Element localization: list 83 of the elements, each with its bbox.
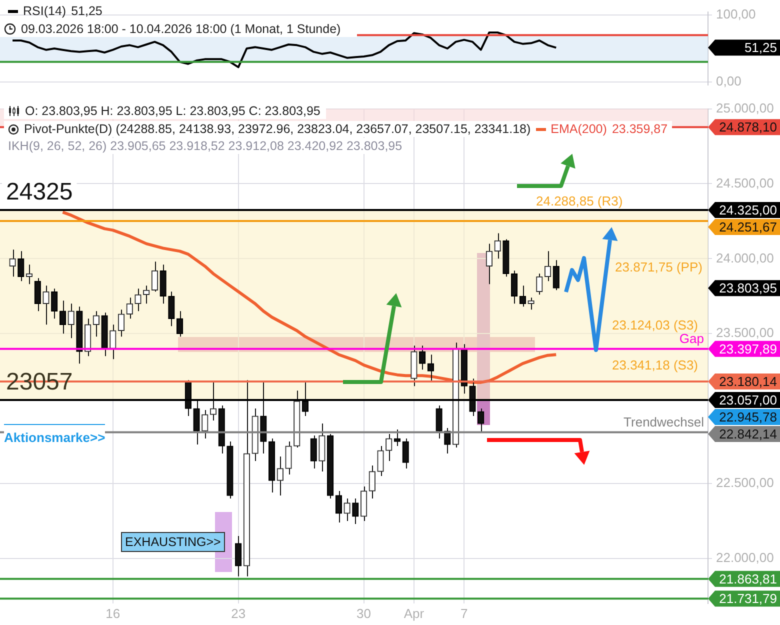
candlestick bbox=[335, 490, 342, 523]
candlestick bbox=[344, 498, 350, 522]
candlestick bbox=[510, 270, 518, 304]
ref-line-label: 24.878,10 bbox=[719, 120, 777, 135]
ref-line-label: 23.180,14 bbox=[719, 374, 777, 390]
annotation: Aktionsmarke>> bbox=[4, 424, 106, 445]
text: 22.945,78 bbox=[719, 410, 777, 425]
annotation: 24.288,85 (R3) bbox=[536, 194, 623, 209]
candlestick bbox=[34, 278, 41, 312]
candlestick bbox=[276, 456, 284, 496]
ref-line-label: 23.397,89 bbox=[719, 342, 777, 356]
y-tick-label: 24.000,00 bbox=[716, 250, 774, 266]
ref-line-label: 24.325,00 bbox=[719, 202, 777, 218]
candlestick bbox=[494, 232, 501, 260]
candlestick bbox=[418, 345, 426, 370]
candlestick bbox=[402, 438, 409, 470]
annotation: 51,25 bbox=[71, 3, 102, 19]
x-tick-label: Apr bbox=[404, 606, 425, 621]
ref-line-label: 21.863,81 bbox=[719, 571, 777, 586]
candlestick bbox=[143, 285, 150, 304]
x-tick-label: 30 bbox=[356, 606, 372, 621]
text: 23.124,03 (S3) bbox=[612, 318, 698, 333]
candlestick bbox=[51, 288, 58, 320]
text: 23.803,95 bbox=[719, 280, 777, 296]
candlestick bbox=[386, 434, 392, 462]
candlestick bbox=[427, 354, 434, 382]
annotation: 09.03.2026 18:00 - 10.04.2026 18:00 (1 Monat, 1 Stunde) bbox=[21, 21, 341, 37]
candlestick bbox=[68, 303, 74, 339]
candlestick bbox=[536, 273, 543, 296]
y-tick-label: 22.500,00 bbox=[716, 475, 774, 490]
y-tick-label: 25.000,00 bbox=[716, 100, 774, 116]
candlestick bbox=[134, 288, 142, 312]
ref-line-label: 24.251,67 bbox=[719, 220, 777, 235]
candlestick bbox=[59, 300, 66, 334]
ref-line-label: 23.057,00 bbox=[719, 392, 777, 408]
annotation: Trendwechsel bbox=[624, 414, 704, 430]
candlestick bbox=[528, 297, 534, 310]
legend-label: EMA(200) bbox=[550, 121, 607, 137]
y-tick-label: 22.000,00 bbox=[716, 550, 774, 566]
y-tick-label: 0,00 bbox=[716, 73, 742, 88]
candlestick bbox=[110, 324, 116, 360]
candlestick bbox=[310, 435, 317, 470]
text: 23.871,75 (PP) bbox=[615, 260, 702, 275]
annotation: 24325 bbox=[6, 178, 73, 206]
candlestick bbox=[176, 310, 184, 338]
legend-label: RSI(14) bbox=[23, 3, 66, 19]
candlestick bbox=[202, 410, 208, 440]
candlestick bbox=[168, 291, 175, 327]
candlestick bbox=[486, 243, 493, 285]
annotation: IKH(9, 26, 52, 26) 23.905,65 23.918,52 23.912,08 23.420,92 23.803,95 bbox=[8, 138, 402, 154]
annotation: O: 23.803,95 H: 23.803,95 L: 23.803,95 C: 23.803,95 bbox=[25, 103, 320, 119]
text: 23.341,18 (S3) bbox=[612, 358, 698, 373]
candlestick bbox=[552, 260, 560, 291]
candlestick bbox=[92, 310, 100, 338]
annotation: Gap bbox=[679, 331, 704, 346]
candlestick bbox=[9, 249, 16, 278]
candlestick bbox=[118, 309, 125, 338]
ref-line-label: 21.731,79 bbox=[719, 591, 777, 606]
text: 51,25 bbox=[744, 40, 777, 56]
candlestick bbox=[519, 285, 526, 308]
y-tick-label: 24.500,00 bbox=[716, 175, 774, 190]
candlestick bbox=[18, 250, 24, 282]
candlestick bbox=[352, 498, 359, 524]
x-tick-label: 7 bbox=[460, 606, 468, 621]
candlestick bbox=[151, 261, 158, 292]
x-tick-label: 16 bbox=[106, 606, 120, 621]
candlestick bbox=[544, 250, 552, 282]
candlestick bbox=[126, 297, 133, 320]
y-tick-label: 100,00 bbox=[716, 6, 756, 22]
candlestick bbox=[210, 381, 217, 422]
candlestick bbox=[478, 408, 484, 433]
annotation: EXHAUSTING>> bbox=[121, 532, 225, 552]
candlestick bbox=[436, 405, 442, 440]
x-tick-label: 23 bbox=[231, 606, 246, 621]
y-tick-label: 23.500,00 bbox=[716, 325, 774, 340]
text: 23.359,87 bbox=[612, 121, 668, 137]
ref-line-label: 22.842,14 bbox=[719, 426, 777, 442]
candlestick bbox=[394, 429, 401, 447]
candlestick bbox=[285, 441, 292, 476]
candlestick bbox=[368, 465, 376, 499]
candlestick bbox=[377, 446, 384, 477]
candlestick bbox=[42, 285, 50, 326]
candlestick bbox=[235, 535, 242, 577]
